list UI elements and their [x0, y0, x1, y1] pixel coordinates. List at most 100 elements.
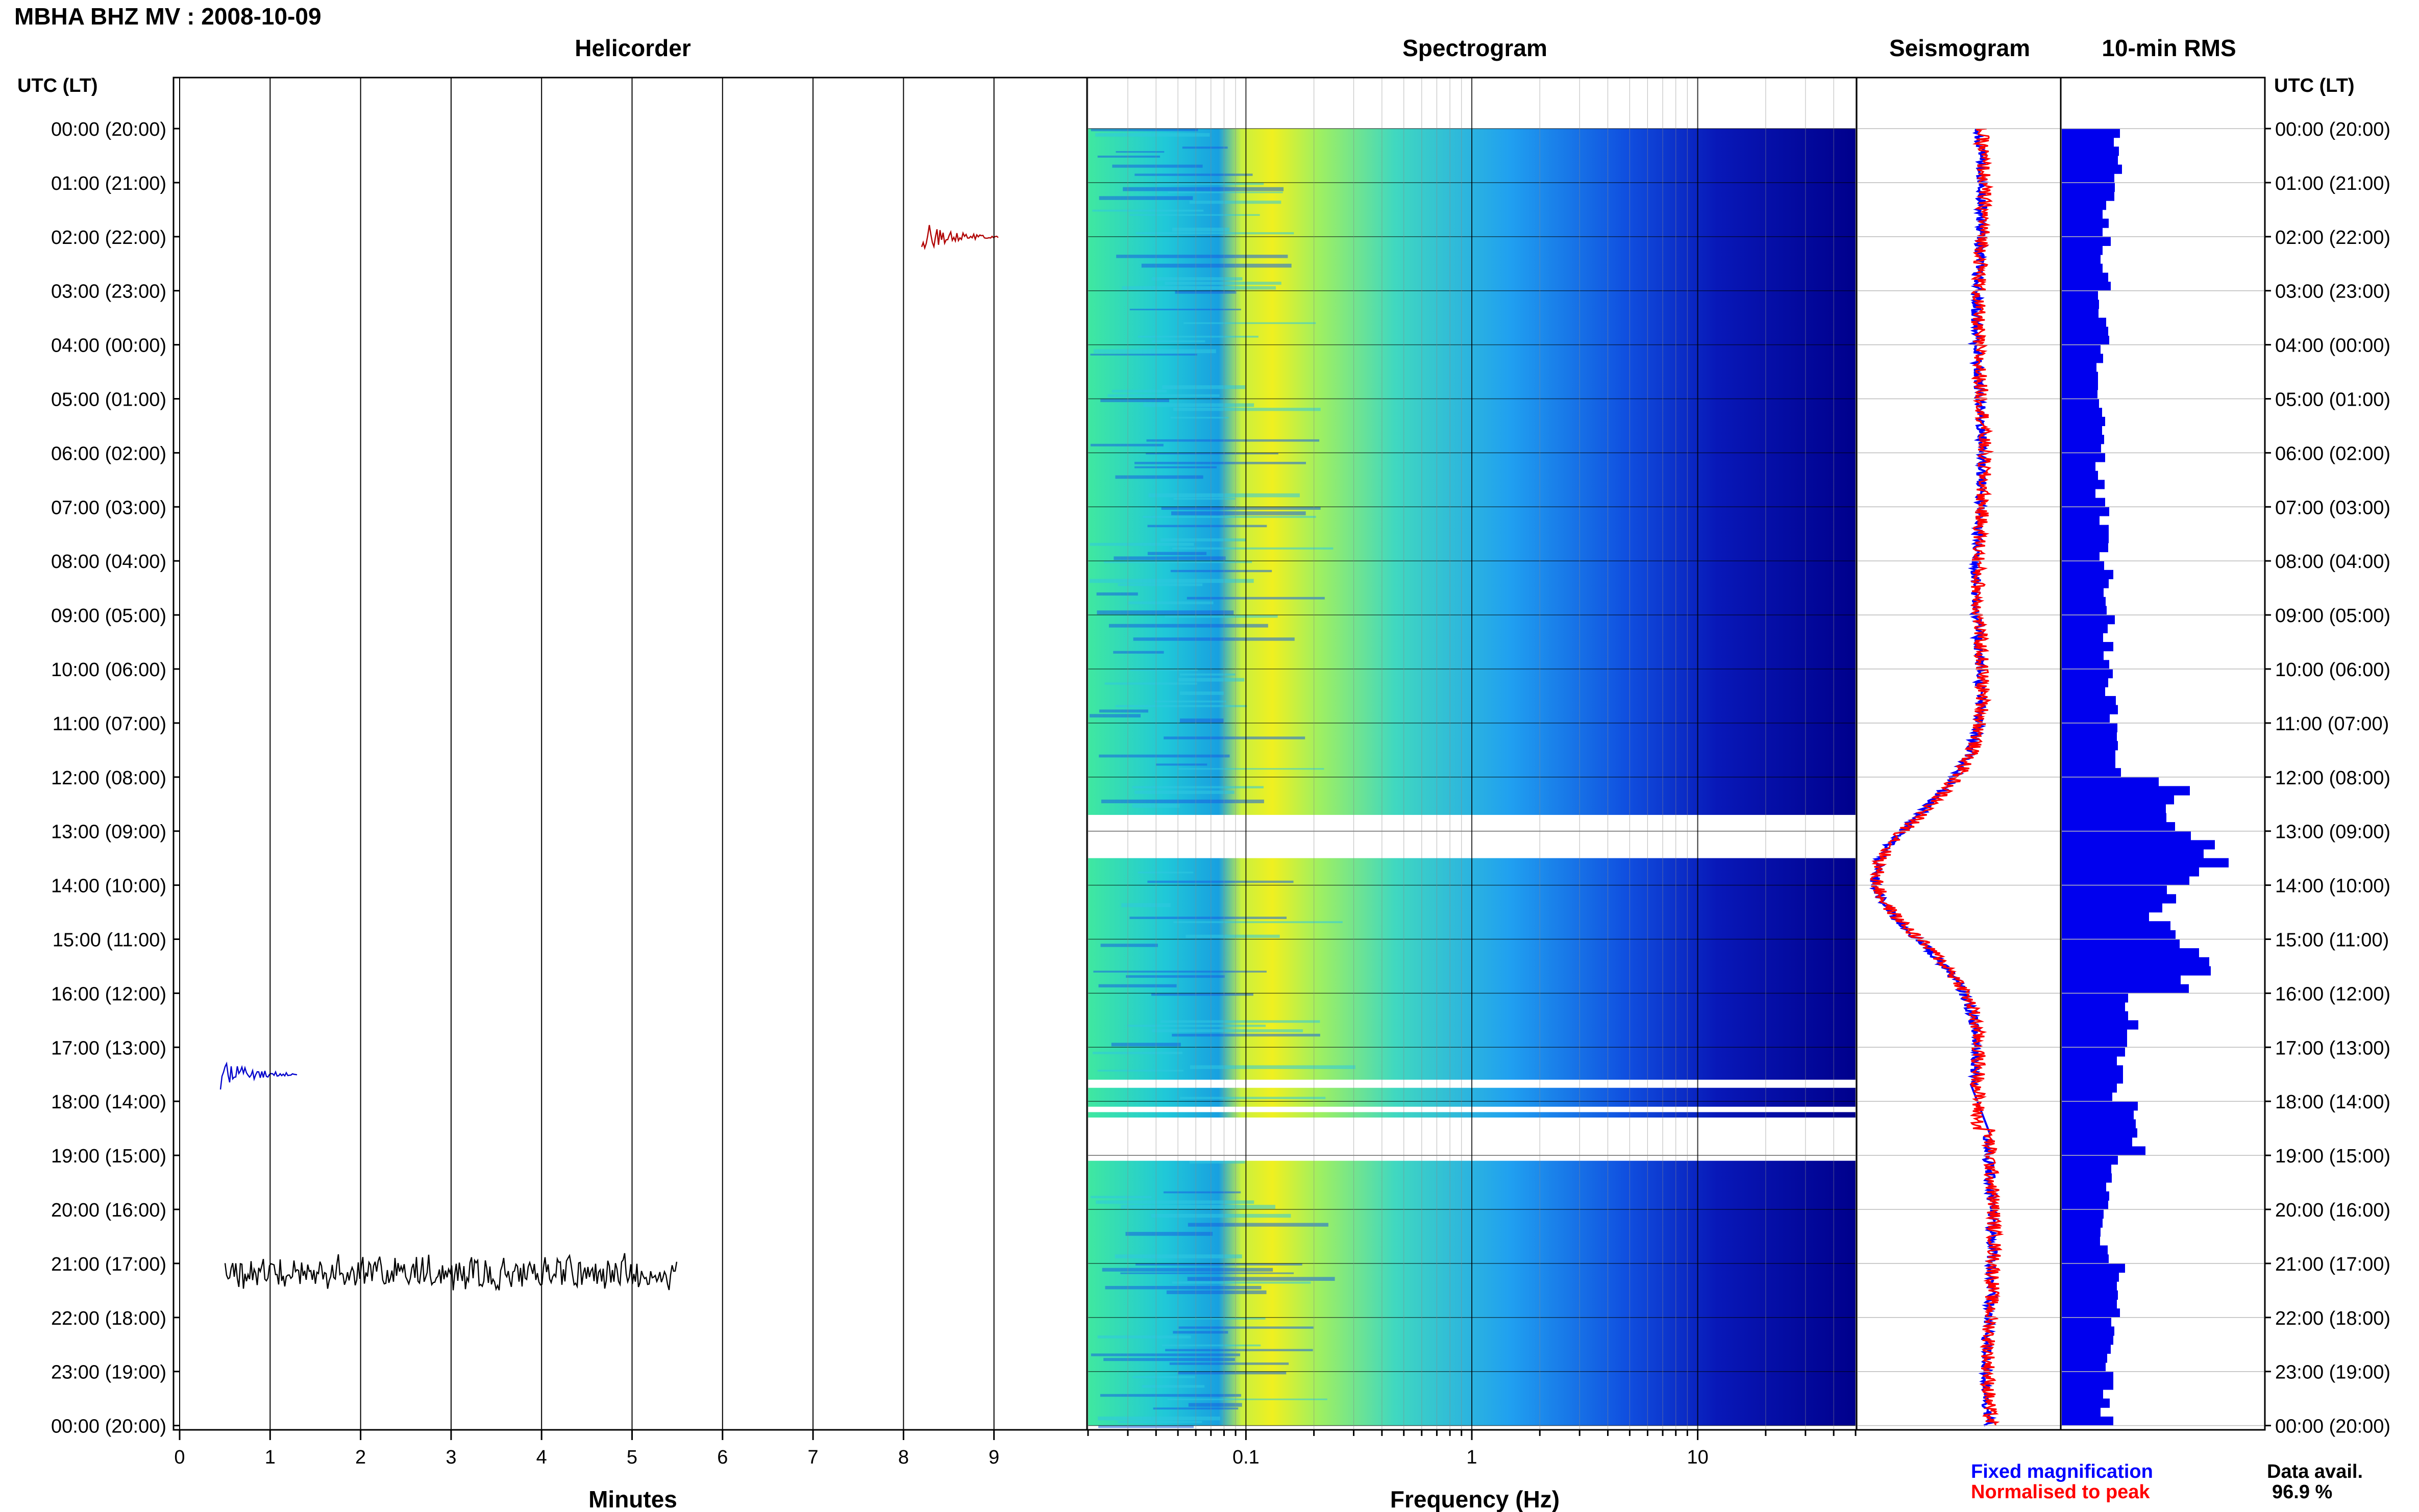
rms-bar: [2062, 362, 2096, 373]
rms-bar: [2062, 1011, 2128, 1021]
rms-bar: [2062, 705, 2118, 714]
spectrogram-cell: [1188, 1223, 1328, 1227]
rms-bar: [2062, 1182, 2106, 1192]
rms-bar: [2062, 1254, 2109, 1264]
rms-bar: [2062, 218, 2109, 228]
rms-bar: [2062, 1056, 2117, 1066]
spectrogram-cell: [1129, 309, 1241, 311]
seismogram-frame: [1856, 77, 2062, 1431]
rms-bar: [2062, 209, 2103, 219]
rms-bar: [2062, 453, 2105, 462]
rms-bar: [2062, 930, 2176, 940]
rms-bar: [2062, 975, 2181, 985]
rms-bar: [2062, 1002, 2125, 1012]
rms-bar: [2062, 1290, 2118, 1300]
spectrogram-cell: [1142, 1385, 1205, 1388]
helicorder-title: Helicorder: [575, 35, 691, 61]
rms-bar: [2062, 300, 2099, 309]
time-label-left: 19:00 (15:00): [51, 1146, 166, 1167]
spectrogram-cell: [1134, 466, 1217, 468]
spectrogram-cell: [1103, 1358, 1235, 1361]
rms-bar: [2062, 1092, 2112, 1102]
time-label-right: 21:00 (17:00): [2275, 1254, 2390, 1275]
helicorder-frame: [172, 77, 1088, 1431]
spectrogram-cell: [1111, 1043, 1181, 1047]
rms-bar: [2062, 1038, 2127, 1048]
spectrogram-cell: [1175, 290, 1237, 294]
rms-bar: [2062, 741, 2118, 751]
time-label-left: 20:00 (16:00): [51, 1200, 166, 1221]
rms-bar: [2062, 903, 2162, 913]
time-label-left: 08:00 (04:00): [51, 551, 166, 573]
rms-bar: [2062, 263, 2103, 273]
time-label-right: 08:00 (04:00): [2275, 551, 2390, 573]
time-label-left: 15:00 (11:00): [53, 930, 166, 951]
frequency-tick-label: 0.1: [1232, 1447, 1260, 1468]
data-availability-label: Data avail.: [2267, 1461, 2363, 1482]
spectrogram-cell: [1100, 399, 1169, 403]
rms-bar: [2062, 201, 2106, 210]
spectrogram-cell: [1178, 768, 1324, 770]
time-label-left: 21:00 (17:00): [51, 1254, 166, 1275]
rms-bar: [2062, 1281, 2117, 1291]
spectrogram-cell: [1172, 547, 1334, 550]
rms-bar: [2062, 561, 2104, 571]
rms-bar: [2062, 309, 2099, 318]
spectrogram-cell: [1101, 799, 1264, 804]
spectrogram-cell: [1182, 146, 1228, 149]
time-label-left: 11:00 (07:00): [53, 713, 166, 735]
time-label-right: 17:00 (13:00): [2275, 1037, 2390, 1059]
spectrogram-cell: [1152, 1029, 1303, 1032]
spectrogram-cell: [1107, 394, 1220, 397]
rms-bar: [2062, 1155, 2118, 1165]
helicorder-xlabel: Minutes: [588, 1486, 677, 1512]
rms-bar: [2062, 867, 2199, 877]
spectrogram-cell: [1090, 354, 1197, 356]
time-label-right: 11:00 (07:00): [2275, 713, 2389, 735]
rms-bar: [2062, 750, 2115, 760]
rms-bar: [2062, 470, 2098, 480]
rms-bar: [2062, 173, 2114, 183]
minute-tick-label: 1: [265, 1447, 276, 1468]
rms-bar: [2062, 1299, 2117, 1309]
spectrogram-cell: [1178, 1371, 1287, 1375]
rms-bar: [2062, 290, 2098, 300]
spectrogram-cell: [1105, 1286, 1262, 1290]
rms-bar: [2062, 462, 2095, 472]
time-label-left: 05:00 (01:00): [51, 389, 166, 411]
rms-bar: [2062, 480, 2105, 489]
spectrogram-cell: [1108, 624, 1268, 628]
spectrogram-cell: [1162, 1344, 1261, 1347]
rms-bar: [2062, 822, 2175, 832]
time-label-left: 12:00 (08:00): [51, 767, 166, 789]
rms-bar: [2062, 1200, 2108, 1210]
spectrogram-cell: [1090, 443, 1164, 447]
rms-bar: [2062, 1029, 2127, 1039]
spectrogram-cell: [1141, 263, 1292, 268]
spectrogram-cell: [1112, 164, 1203, 168]
rms-bar: [2062, 840, 2215, 850]
spectrogram-xlabel: Frequency (Hz): [1390, 1486, 1560, 1512]
time-label-left: 09:00 (05:00): [51, 605, 166, 627]
rms-bar: [2062, 624, 2108, 633]
rms-bar: [2062, 489, 2095, 499]
rms-bar: [2062, 1398, 2110, 1408]
rms-bar: [2062, 876, 2189, 886]
spectrogram-cell: [1130, 669, 1198, 671]
rms-bar: [2062, 651, 2104, 660]
rms-bar: [2062, 1362, 2106, 1372]
seismogram-title: Seismogram: [1889, 35, 2030, 61]
spectrogram-cell: [1173, 408, 1321, 411]
spectrogram-cell: [1152, 340, 1205, 342]
rms-bar: [2062, 399, 2099, 408]
rms-title: 10-min RMS: [2102, 35, 2236, 61]
spectrogram-cell: [1098, 1416, 1220, 1421]
rms-bar: [2062, 146, 2119, 156]
rms-bar: [2062, 939, 2180, 949]
spectrogram-cell: [1118, 1421, 1202, 1423]
rms-bar: [2062, 498, 2105, 507]
time-label-right: 14:00 (10:00): [2275, 876, 2390, 897]
time-label-left: 18:00 (14:00): [51, 1092, 166, 1113]
spectrogram-cell: [1118, 583, 1203, 586]
time-label-right: 19:00 (15:00): [2275, 1146, 2390, 1167]
